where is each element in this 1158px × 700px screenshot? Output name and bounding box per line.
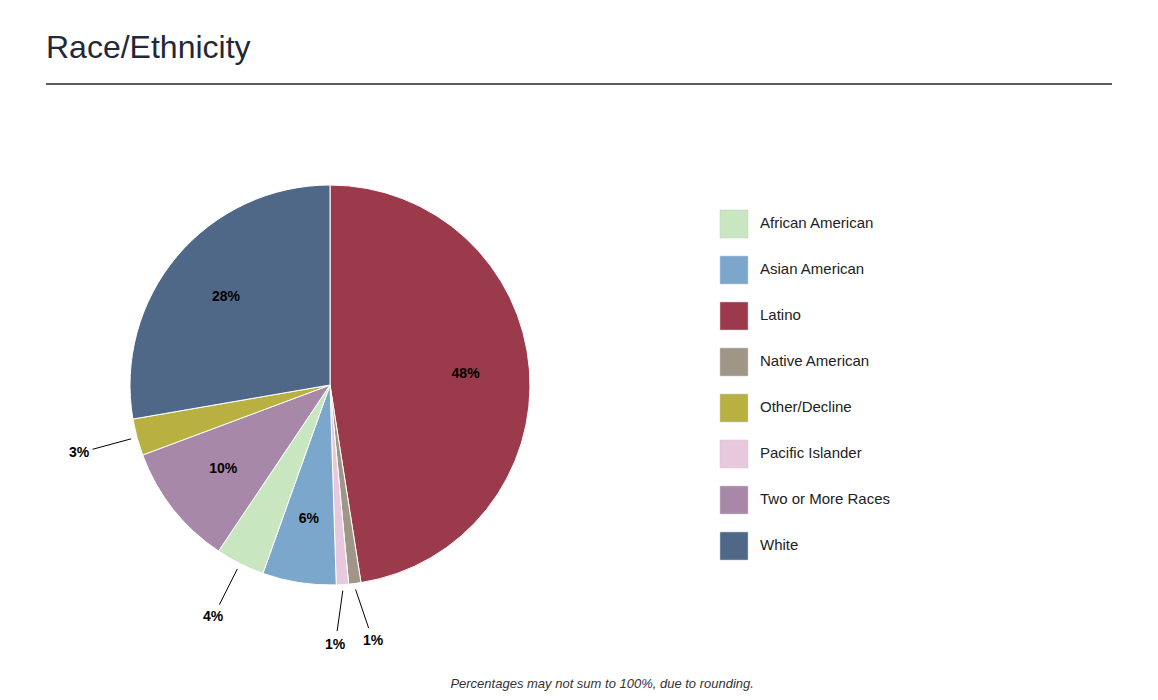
leader-line bbox=[219, 569, 237, 605]
legend-swatch bbox=[720, 302, 748, 330]
title: Race/Ethnicity bbox=[46, 29, 251, 65]
legend-swatch bbox=[720, 440, 748, 468]
legend-label: Asian American bbox=[760, 260, 864, 277]
legend-swatch bbox=[720, 532, 748, 560]
data-label: 1% bbox=[325, 636, 346, 652]
legend-swatch bbox=[720, 210, 748, 238]
legend-swatch bbox=[720, 348, 748, 376]
legend-swatch bbox=[720, 256, 748, 284]
data-label: 1% bbox=[363, 632, 384, 648]
leader-line bbox=[93, 439, 132, 449]
legend-label: Native American bbox=[760, 352, 869, 369]
pie-slice bbox=[330, 185, 530, 583]
leader-line bbox=[337, 591, 343, 631]
legend-label: Latino bbox=[760, 306, 801, 323]
data-label: 4% bbox=[203, 608, 224, 624]
data-label: 3% bbox=[69, 444, 90, 460]
chart: Race/Ethnicity 48% 6% 10% 28% 1% 1% 4% 3% African… bbox=[0, 0, 1158, 700]
legend-label: Other/Decline bbox=[760, 398, 852, 415]
legend-label: Two or More Races bbox=[760, 490, 890, 507]
data-label: 6% bbox=[299, 510, 320, 526]
legend-swatch bbox=[720, 486, 748, 514]
pie-slice bbox=[130, 185, 330, 419]
legend-label: White bbox=[760, 536, 798, 553]
data-label: 28% bbox=[212, 288, 241, 304]
title-rule bbox=[46, 83, 1112, 85]
legend-swatch bbox=[720, 394, 748, 422]
leader-line bbox=[356, 589, 369, 628]
pie bbox=[130, 185, 530, 585]
data-label: 48% bbox=[452, 365, 481, 381]
legend-label: Pacific Islander bbox=[760, 444, 862, 461]
data-label: 10% bbox=[209, 460, 238, 476]
footnote: Percentages may not sum to 100%, due to … bbox=[450, 676, 754, 691]
legend: African American Asian American Latino Nati… bbox=[720, 210, 890, 560]
legend-label: African American bbox=[760, 214, 873, 231]
slice-labels: 48% 6% 10% 28% 1% 1% 4% 3% bbox=[69, 288, 480, 652]
